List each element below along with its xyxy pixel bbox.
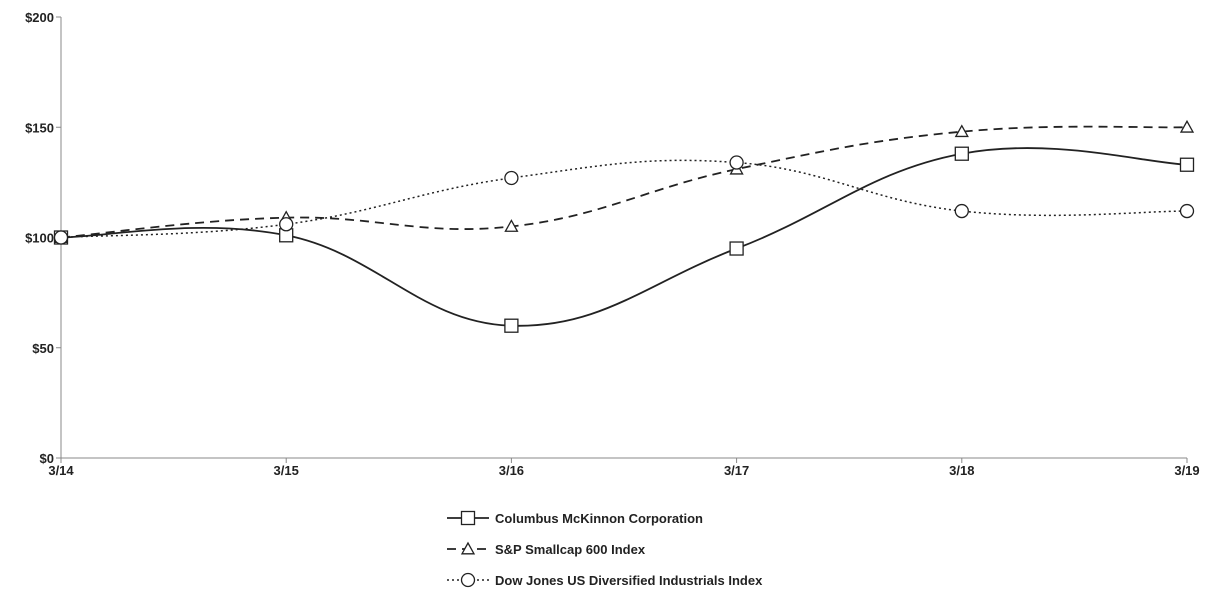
series-line	[60, 147, 1188, 327]
data-point-circle	[53, 230, 69, 245]
legend-marker-triangle	[460, 541, 476, 555]
legend-entry: Columbus McKinnon Corporation	[447, 510, 703, 526]
data-point-square	[1179, 157, 1195, 172]
data-point-square	[954, 146, 969, 161]
x-tick-label: 3/19	[1174, 463, 1199, 478]
legend-label: Dow Jones US Diversified Industrials Ind…	[495, 573, 763, 588]
axes	[56, 16, 1188, 463]
legend-entry: Dow Jones US Diversified Industrials Ind…	[447, 572, 763, 588]
data-point-triangle	[504, 219, 519, 232]
series-circle	[53, 155, 1195, 245]
legend-marker-square	[460, 510, 476, 526]
x-tick-label: 3/18	[949, 463, 974, 478]
legend-marker-circle	[460, 572, 476, 588]
x-tick-label: 3/14	[48, 463, 74, 478]
x-tick-label: 3/15	[274, 463, 299, 478]
data-point-square	[729, 241, 744, 256]
legend-label: S&P Smallcap 600 Index	[495, 542, 646, 557]
series-line	[60, 159, 1188, 239]
data-point-circle	[279, 217, 294, 232]
legend-entry: S&P Smallcap 600 Index	[447, 541, 646, 557]
legend: Columbus McKinnon Corporation S&P Smallca…	[447, 510, 763, 588]
tick-labels: $0 $50 $100 $150 $200 3/14 3/15 3/16 3/17 3/18 3/1…	[25, 10, 1200, 478]
series-triangle	[53, 119, 1195, 243]
y-tick-label: $100	[25, 231, 54, 246]
data-point-circle	[1179, 203, 1195, 219]
x-tick-label: 3/16	[499, 463, 524, 478]
x-tick-label: 3/17	[724, 463, 749, 478]
y-tick-label: $50	[32, 341, 54, 356]
data-point-triangle	[1179, 119, 1195, 133]
series-line	[60, 125, 1188, 239]
y-tick-label: $150	[25, 120, 54, 135]
data-point-circle	[729, 155, 744, 170]
legend-label: Columbus McKinnon Corporation	[495, 511, 703, 526]
series-square	[53, 146, 1195, 333]
data-point-square	[504, 318, 519, 333]
data-point-circle	[954, 203, 969, 219]
data-point-circle	[504, 170, 519, 186]
series-group	[53, 119, 1195, 333]
y-tick-label: $200	[25, 10, 54, 25]
y-tick-label: $0	[40, 451, 54, 466]
data-point-triangle	[954, 124, 969, 138]
